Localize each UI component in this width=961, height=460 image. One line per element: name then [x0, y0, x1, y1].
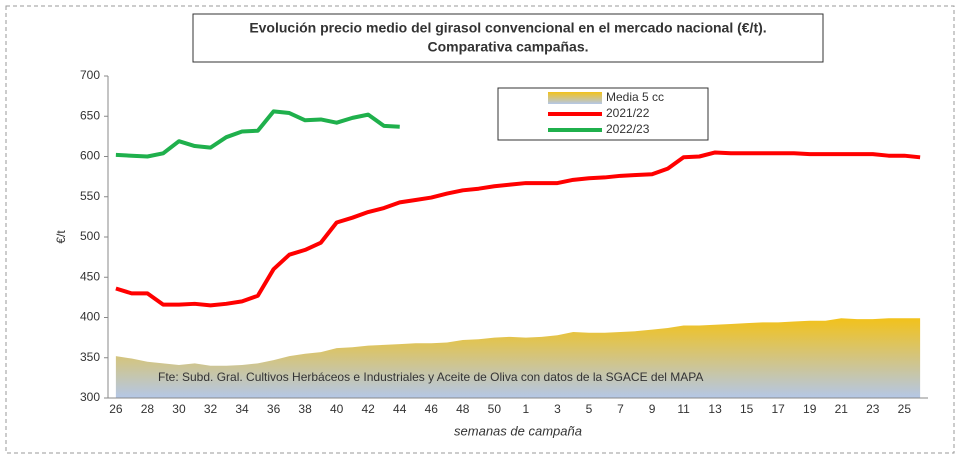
x-axis-label: semanas de campaña [454, 423, 582, 438]
x-tick-label: 3 [554, 402, 561, 416]
x-tick-label: 5 [586, 402, 593, 416]
annotation: Fte: Subd. Gral. Cultivos Herbáceos e In… [158, 370, 703, 384]
legend: Media 5 cc 2021/22 2022/23 [497, 87, 709, 141]
x-tick-label: 9 [649, 402, 656, 416]
legend-label: Media 5 cc [606, 90, 664, 104]
x-tick-label: 36 [267, 402, 281, 416]
y-tick-label: 600 [80, 149, 100, 163]
legend-box [497, 87, 709, 141]
chart-subtitle: Comparativa campañas. [427, 39, 588, 55]
line [115, 150, 921, 308]
y-tick-label: 550 [80, 189, 100, 203]
y-tick-label: 450 [80, 269, 100, 283]
x-tick-label: 26 [109, 402, 123, 416]
x-tick-label: 19 [803, 402, 817, 416]
x-tick-label: 46 [425, 402, 439, 416]
x-tick-label: 21 [835, 402, 849, 416]
x-tick-label: 32 [204, 402, 218, 416]
x-tick-label: 34 [235, 402, 249, 416]
x-tick-label: 38 [298, 402, 312, 416]
x-tick-label: 44 [393, 402, 407, 416]
x-tick-label: 11 [677, 402, 690, 416]
legend-label: 2022/23 [606, 122, 650, 136]
y-axis-label: €/t [54, 230, 68, 244]
x-tick-label: 7 [617, 402, 624, 416]
legend-swatch [548, 92, 602, 104]
x-tick-label: 17 [772, 402, 786, 416]
chart-title: Evolución precio medio del girasol conve… [249, 20, 766, 36]
line [115, 109, 400, 159]
x-tick-label: 48 [456, 402, 470, 416]
y-tick-label: 500 [80, 229, 100, 243]
x-tick-label: 42 [362, 402, 376, 416]
y-tick-label: 700 [80, 68, 100, 82]
x-tick-label: 1 [523, 402, 530, 416]
x-tick-label: 23 [866, 402, 880, 416]
x-tick-label: 50 [488, 402, 502, 416]
outer-border [5, 5, 955, 454]
area [115, 318, 921, 398]
x-tick-label: 13 [708, 402, 722, 416]
x-tick-label: 30 [172, 402, 186, 416]
legend-label: 2021/22 [606, 106, 650, 120]
y-tick-label: 300 [80, 390, 100, 404]
x-tick-label: 15 [740, 402, 754, 416]
x-tick-label: 25 [898, 402, 912, 416]
title-box [192, 13, 824, 63]
y-tick-label: 650 [80, 108, 100, 122]
x-tick-label: 40 [330, 402, 344, 416]
y-tick-label: 400 [80, 310, 100, 324]
x-tick-label: 28 [141, 402, 155, 416]
y-tick-label: 350 [80, 350, 100, 364]
